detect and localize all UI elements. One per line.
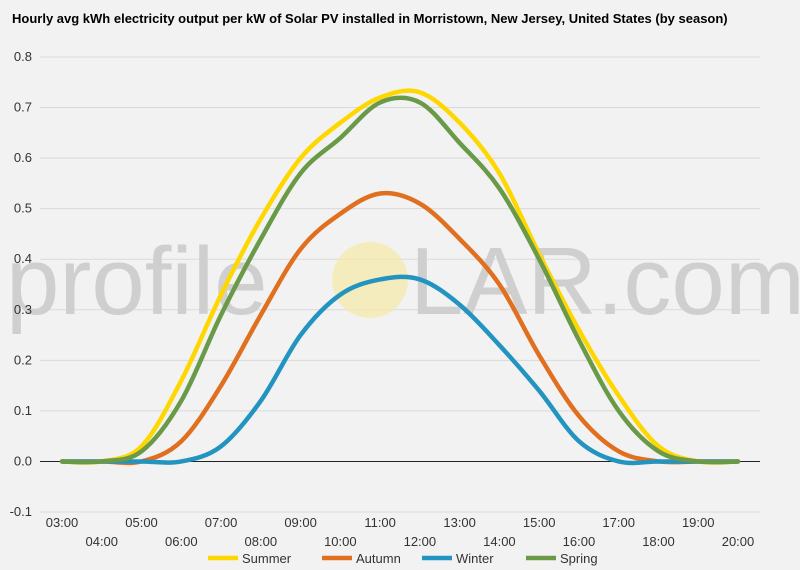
x-tick-label: 05:00 [125, 515, 158, 530]
y-tick-label: 0.3 [14, 302, 32, 317]
x-tick-label: 12:00 [404, 534, 437, 549]
series-line-spring [59, 95, 741, 465]
series-line-winter [59, 274, 741, 466]
y-tick-label: 0.2 [14, 352, 32, 367]
x-tick-label: 04:00 [85, 534, 118, 549]
x-tick-label: 16:00 [563, 534, 596, 549]
legend-label: Winter [456, 551, 494, 566]
x-tick-label: 17:00 [602, 515, 635, 530]
grid-lines [40, 56, 760, 513]
series-lines [59, 88, 741, 466]
x-tick-label: 20:00 [722, 534, 755, 549]
x-tick-label: 09:00 [284, 515, 317, 530]
x-axis-ticks: 03:00 04:00 05:00 06:00 07:00 08:00 09:00 10:00… [46, 515, 755, 549]
x-tick-label: 18:00 [642, 534, 675, 549]
legend-item-spring[interactable]: Spring [526, 551, 598, 566]
x-tick-label: 10:00 [324, 534, 357, 549]
legend-item-winter[interactable]: Winter [422, 551, 494, 566]
x-tick-label: 08:00 [245, 534, 278, 549]
y-tick-label: -0.1 [10, 504, 32, 519]
y-tick-label: 0.0 [14, 453, 32, 468]
y-tick-label: 0.6 [14, 150, 32, 165]
legend-item-summer[interactable]: Summer [208, 551, 292, 566]
watermark-text-right: LAR.com [410, 228, 800, 335]
y-tick-label: 0.5 [14, 201, 32, 216]
legend-label: Spring [560, 551, 598, 566]
watermark: profile LAR.com [6, 228, 800, 335]
x-tick-label: 19:00 [682, 515, 715, 530]
y-axis-ticks: -0.1 0.0 0.1 0.2 0.3 0.4 0.5 0.6 0.7 0.8 [10, 49, 32, 519]
y-tick-label: 0.4 [14, 251, 32, 266]
series-line-autumn [59, 190, 741, 466]
series-line-summer [59, 88, 741, 465]
x-tick-label: 14:00 [483, 534, 516, 549]
x-tick-label: 15:00 [523, 515, 556, 530]
x-tick-label: 06:00 [165, 534, 198, 549]
legend-item-autumn[interactable]: Autumn [322, 551, 401, 566]
watermark-text-left: profile [6, 228, 267, 335]
y-tick-label: 0.1 [14, 403, 32, 418]
x-tick-label: 07:00 [205, 515, 238, 530]
y-tick-label: 0.8 [14, 49, 32, 64]
x-tick-label: 11:00 [364, 515, 396, 530]
x-tick-label: 03:00 [46, 515, 79, 530]
legend-label: Autumn [356, 551, 401, 566]
chart-title: Hourly avg kWh electricity output per kW… [12, 11, 728, 26]
legend[interactable]: Summer Autumn Winter Spring [208, 551, 598, 566]
x-tick-label: 13:00 [443, 515, 476, 530]
legend-label: Summer [242, 551, 292, 566]
y-tick-label: 0.7 [14, 100, 32, 115]
